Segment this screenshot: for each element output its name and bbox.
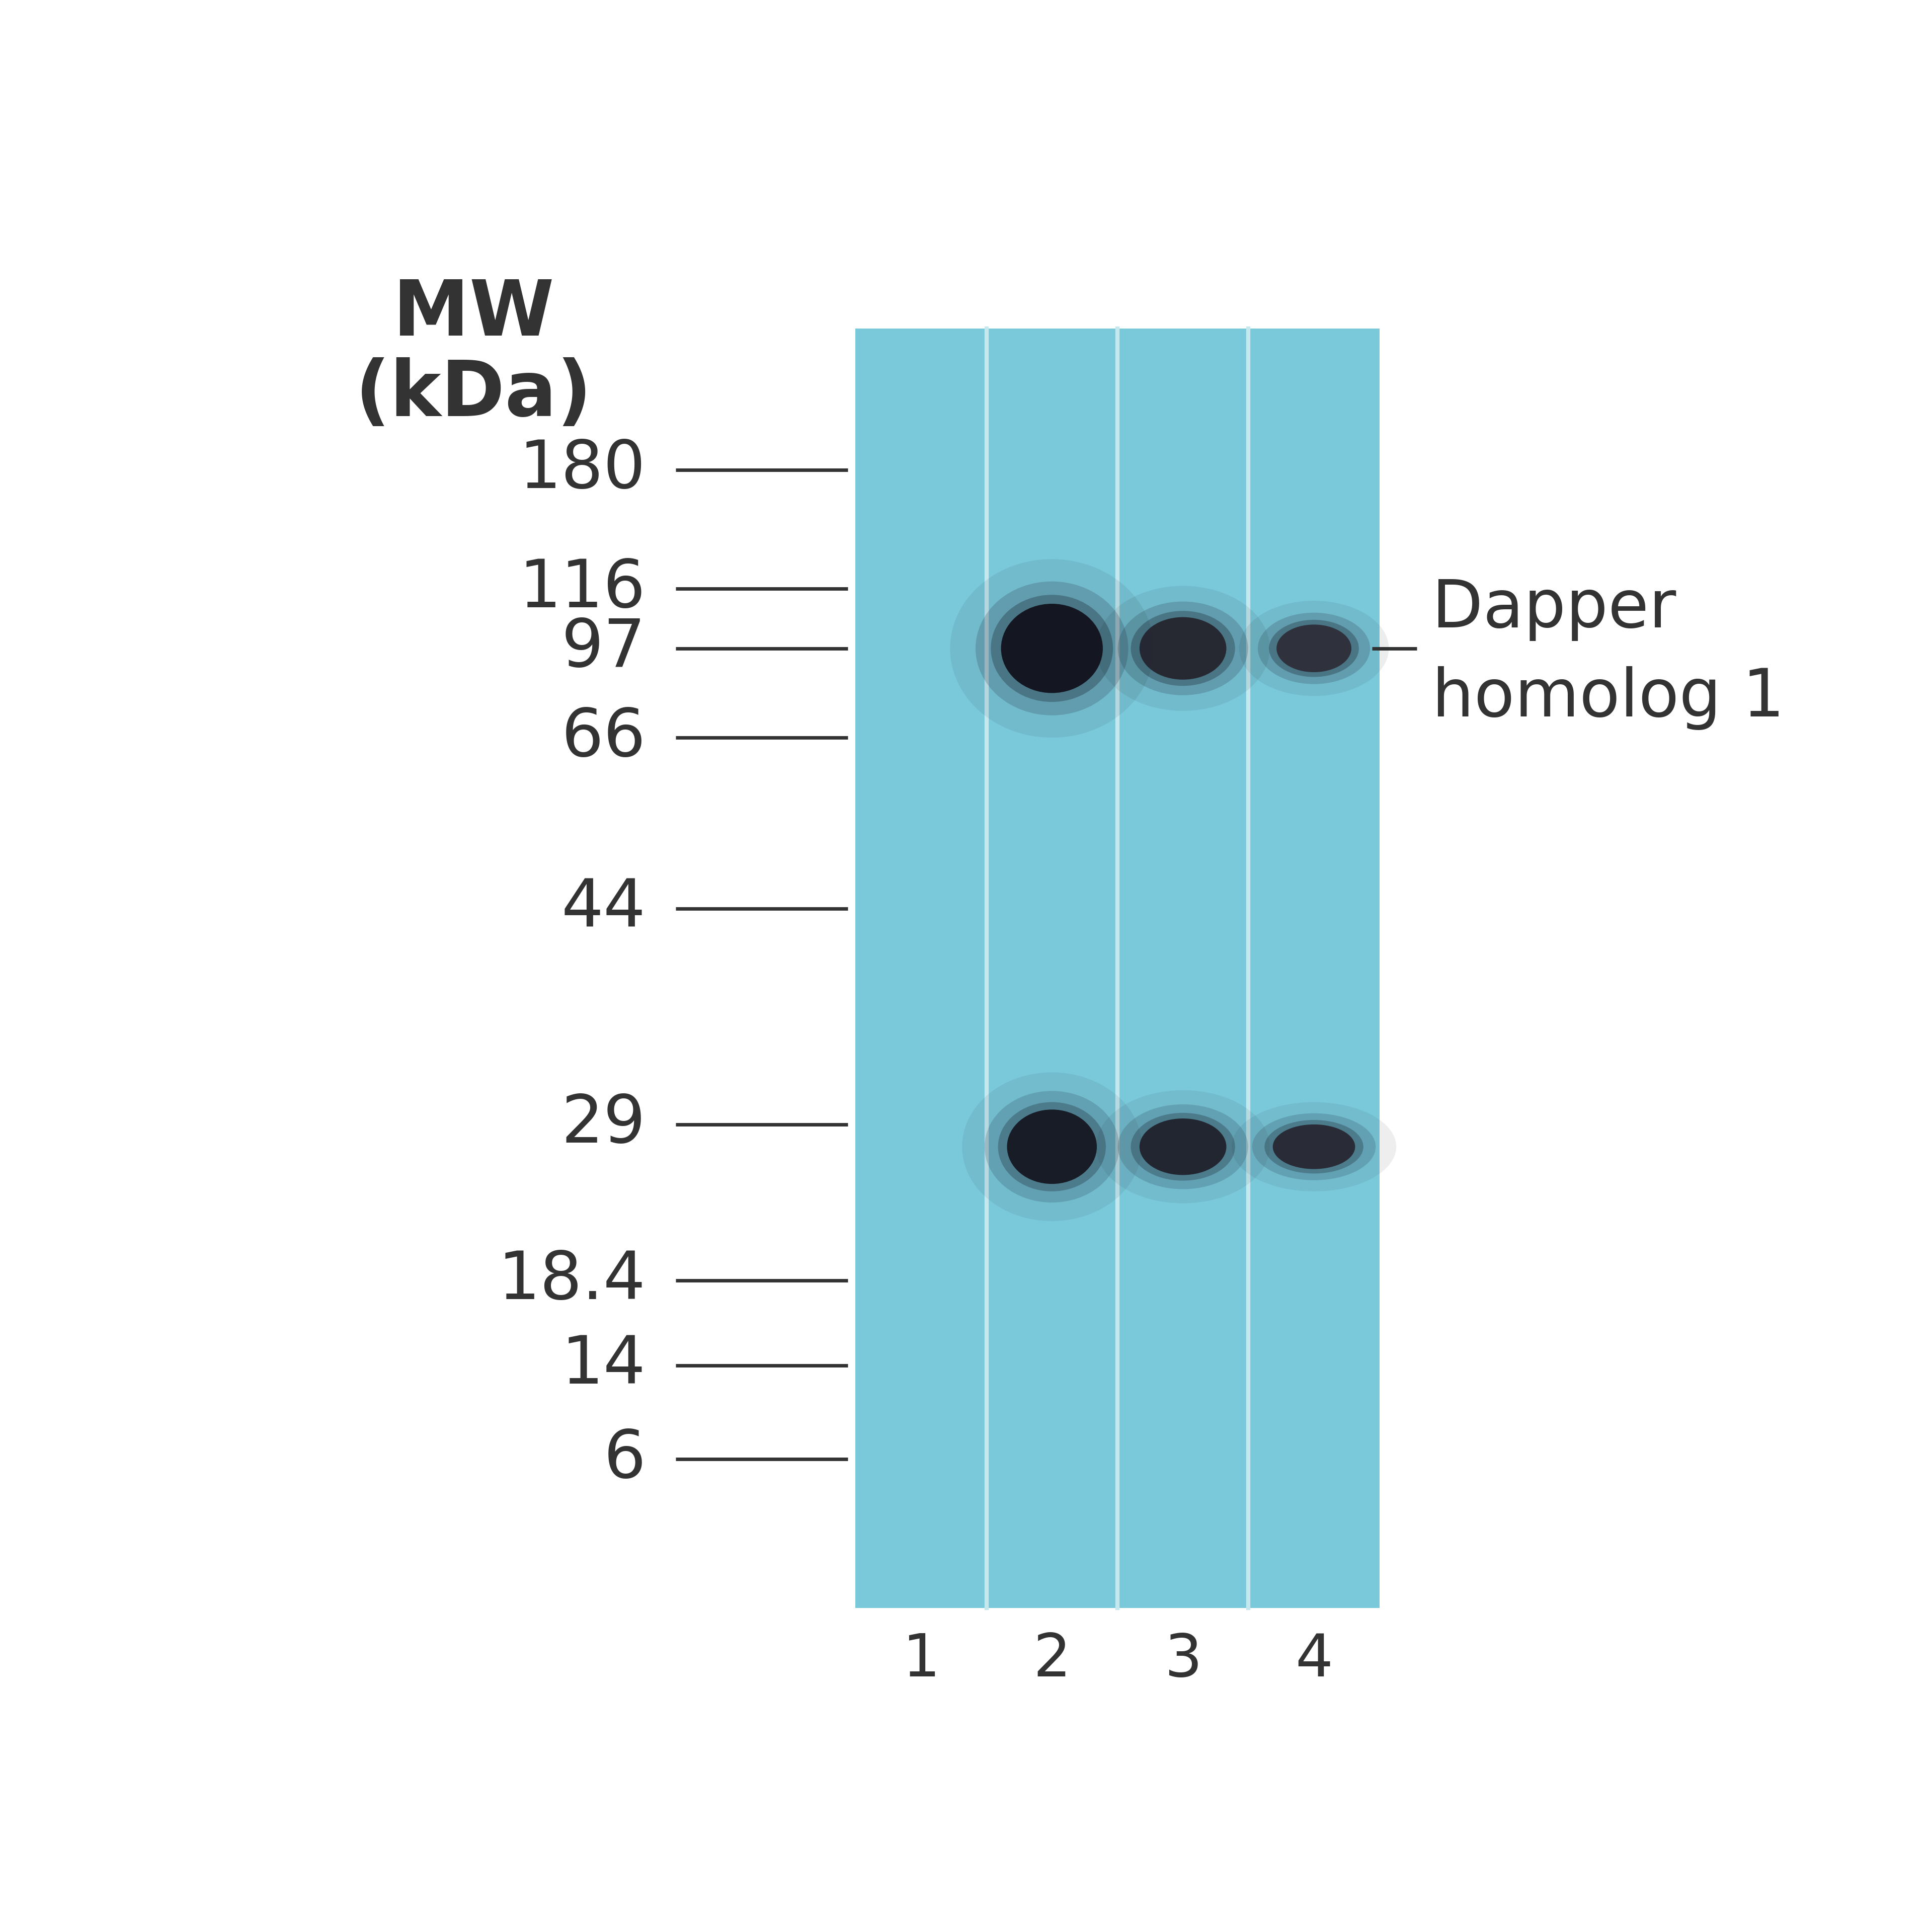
Ellipse shape — [1277, 624, 1350, 672]
Ellipse shape — [951, 558, 1153, 738]
Text: 3: 3 — [1163, 1631, 1202, 1689]
Text: 29: 29 — [560, 1092, 645, 1157]
Bar — [856, 328, 1379, 1607]
Text: 116: 116 — [520, 556, 645, 620]
Text: 18.4: 18.4 — [498, 1248, 645, 1312]
Ellipse shape — [1252, 1113, 1376, 1180]
Ellipse shape — [1140, 616, 1227, 680]
Ellipse shape — [1095, 1090, 1269, 1204]
Ellipse shape — [1007, 1109, 1097, 1184]
Ellipse shape — [1130, 611, 1235, 686]
Text: homolog 1: homolog 1 — [1432, 667, 1785, 730]
Ellipse shape — [1095, 585, 1269, 711]
Ellipse shape — [1265, 1121, 1364, 1173]
Text: 97: 97 — [560, 616, 645, 680]
Ellipse shape — [976, 582, 1128, 715]
Text: 14: 14 — [562, 1333, 645, 1397]
Ellipse shape — [1119, 1105, 1248, 1188]
Ellipse shape — [991, 595, 1113, 701]
Text: Dapper: Dapper — [1432, 578, 1677, 641]
Ellipse shape — [1130, 1113, 1235, 1180]
Ellipse shape — [1001, 603, 1103, 694]
Text: MW
(kDa): MW (kDa) — [355, 276, 591, 433]
Ellipse shape — [985, 1092, 1119, 1202]
Ellipse shape — [1273, 1124, 1354, 1169]
Text: 6: 6 — [603, 1428, 645, 1492]
Text: 44: 44 — [560, 877, 645, 941]
Text: 4: 4 — [1294, 1631, 1333, 1689]
Ellipse shape — [1269, 620, 1358, 676]
Text: 1: 1 — [902, 1631, 939, 1689]
Ellipse shape — [1238, 601, 1389, 696]
Ellipse shape — [999, 1101, 1105, 1192]
Ellipse shape — [1140, 1119, 1227, 1175]
Text: 180: 180 — [520, 439, 645, 502]
Ellipse shape — [1119, 601, 1248, 696]
Ellipse shape — [1231, 1101, 1397, 1192]
Text: 2: 2 — [1034, 1631, 1070, 1689]
Ellipse shape — [962, 1072, 1142, 1221]
Text: 66: 66 — [560, 705, 645, 769]
Ellipse shape — [1258, 612, 1370, 684]
